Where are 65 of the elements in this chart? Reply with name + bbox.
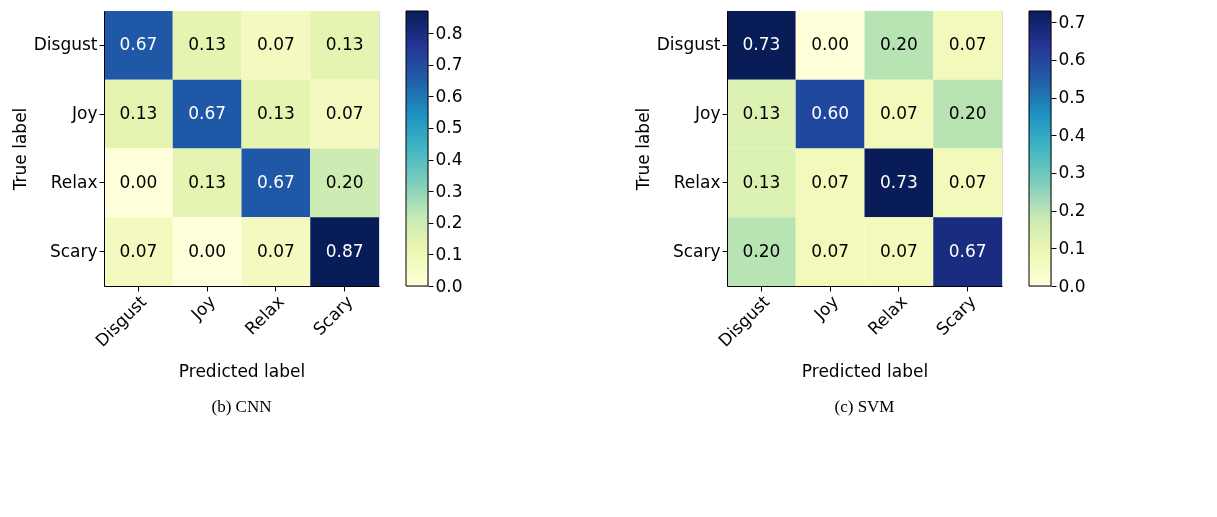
data-label: 0.67	[188, 103, 227, 124]
color-bar-label: 0.3	[1058, 162, 1086, 183]
y-tick-label: Disgust	[656, 34, 721, 55]
color-bar-label: 0.1	[435, 243, 463, 264]
data-label: 0.13	[188, 34, 227, 55]
data-label: 0.07	[811, 171, 850, 192]
y-tick-label: Relax	[50, 171, 98, 192]
data-label: 0.07	[948, 34, 987, 55]
data-label: 0.67	[948, 240, 987, 261]
text: (c) SVM	[834, 397, 895, 417]
x-axis-title: Predicted label	[801, 360, 929, 381]
data-label: 0.87	[325, 240, 364, 261]
text: (b) CNN	[211, 397, 272, 417]
color-bar-label: 0.2	[435, 212, 463, 233]
data-label: 0.00	[811, 34, 850, 55]
data-label: 0.13	[188, 171, 227, 192]
color-bar-label: 0.3	[435, 180, 463, 201]
color-bar-label: 0.6	[435, 85, 463, 106]
data-label: 0.20	[948, 103, 987, 124]
x-tick-label: Joy	[186, 291, 220, 325]
data-label: 0.07	[119, 240, 158, 261]
data-label: 0.00	[119, 171, 158, 192]
color-bar-label: 0.0	[435, 275, 463, 296]
x-tick-label: Joy	[809, 291, 843, 325]
data-label: 0.07	[879, 103, 918, 124]
data-label: 0.13	[256, 103, 295, 124]
y-tick-label: Scary	[49, 240, 98, 261]
x-axis-title: Predicted label	[178, 360, 306, 381]
data-label: 0.07	[325, 103, 364, 124]
color-bar-label: 0.7	[1058, 11, 1086, 32]
color-bar-label: 0.7	[435, 54, 463, 75]
data-label: 0.73	[742, 34, 781, 55]
data-label: 0.07	[879, 240, 918, 261]
data-label: 0.07	[256, 240, 295, 261]
y-tick-label: Relax	[673, 171, 721, 192]
color-bar-label: 0.0	[1058, 275, 1086, 296]
y-tick-label: Disgust	[33, 34, 98, 55]
data-label: 0.20	[742, 240, 781, 261]
data-label: 0.13	[742, 171, 781, 192]
data-label: 0.20	[325, 171, 364, 192]
color-bar-label: 0.5	[435, 117, 463, 138]
data-label: 0.13	[742, 103, 781, 124]
color-bar-label: 0.4	[1058, 124, 1086, 145]
color-bar-label: 0.1	[1058, 237, 1086, 258]
data-label: 0.13	[119, 103, 158, 124]
data-label: 0.67	[256, 171, 295, 192]
y-axis-title: True label	[632, 107, 653, 192]
y-axis-title: True label	[9, 107, 30, 192]
data-label: 0.07	[948, 171, 987, 192]
y-tick-label: Scary	[672, 240, 721, 261]
color-bar-label: 0.5	[1058, 87, 1086, 108]
y-tick-label: Joy	[71, 103, 98, 124]
data-label: 0.07	[811, 240, 850, 261]
data-label: 0.00	[188, 240, 227, 261]
y-tick-label: Joy	[694, 103, 721, 124]
data-label: 0.20	[879, 34, 918, 55]
data-label: 0.07	[256, 34, 295, 55]
data-label: 0.67	[119, 34, 158, 55]
data-label: 0.13	[325, 34, 364, 55]
color-bar-label: 0.8	[435, 22, 463, 43]
color-bar-label: 0.2	[1058, 200, 1086, 221]
color-bar-label: 0.6	[1058, 49, 1086, 70]
color-bar-label: 0.4	[435, 149, 463, 170]
data-label: 0.73	[879, 171, 918, 192]
data-label: 0.60	[811, 103, 850, 124]
